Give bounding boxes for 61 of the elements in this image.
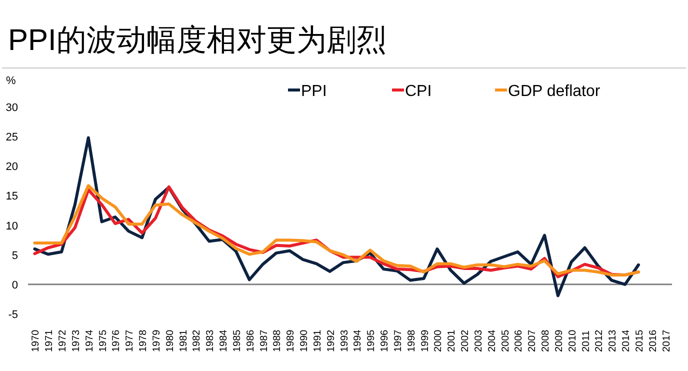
x-tick-label: 2004 <box>486 329 498 352</box>
x-tick-label: 2003 <box>473 329 484 352</box>
x-tick-label: 1978 <box>138 329 150 352</box>
x-tick-label: 2009 <box>554 329 565 352</box>
x-tick-label: 1990 <box>299 329 310 352</box>
x-tick-label: 2012 <box>594 329 606 352</box>
x-tick-label: 1987 <box>258 329 270 352</box>
y-tick-label: -5 <box>8 309 18 321</box>
x-tick-label: 2010 <box>567 329 578 352</box>
legend-label: PPI <box>301 83 327 100</box>
x-tick-label: 1996 <box>380 329 391 352</box>
x-tick-label: 1984 <box>218 329 230 352</box>
x-tick-label: 2002 <box>460 329 472 352</box>
y-axis-title: % <box>6 75 16 87</box>
x-tick-label: 2011 <box>580 330 592 352</box>
x-tick-label: 1972 <box>58 329 69 352</box>
x-tick-label: 1995 <box>366 329 378 352</box>
x-tick-label: 1992 <box>326 329 337 352</box>
x-tick-label: 1989 <box>286 329 297 352</box>
y-tick-label: 0 <box>12 279 18 292</box>
x-tick-label: 1982 <box>192 329 203 352</box>
x-tick-label: 1985 <box>232 329 243 352</box>
y-tick-label: 10 <box>6 220 18 232</box>
x-tick-label: 1973 <box>70 329 82 352</box>
x-tick-label: 1999 <box>420 329 431 352</box>
x-tick-label: 2007 <box>527 329 538 352</box>
x-tick-label: 1975 <box>98 329 109 352</box>
x-tick-label: 2016 <box>648 329 659 352</box>
y-tick-label: 5 <box>12 250 18 262</box>
y-tick-label: 25 <box>6 132 18 144</box>
x-tick-label: 1970 <box>30 329 42 352</box>
x-tick-label: 1983 <box>205 329 216 352</box>
x-tick-label: 1976 <box>111 329 122 352</box>
x-tick-label: 2000 <box>433 329 444 352</box>
x-tick-label: 2013 <box>608 329 619 352</box>
x-tick-label: 2005 <box>500 329 512 352</box>
x-tick-label: 1974 <box>84 329 96 352</box>
x-tick-label: 2017 <box>661 329 672 352</box>
y-tick-label: 20 <box>6 161 18 174</box>
x-tick-label: 1988 <box>272 329 284 352</box>
x-tick-label: 1981 <box>178 329 190 352</box>
x-tick-label: 1977 <box>124 329 136 352</box>
x-tick-label: 1997 <box>392 329 404 352</box>
x-tick-label: 2015 <box>634 329 646 352</box>
x-tick-label: 1993 <box>339 329 350 352</box>
y-tick-label: 15 <box>6 190 18 203</box>
x-tick-label: 1994 <box>352 329 364 352</box>
x-tick-label: 2008 <box>540 329 552 352</box>
x-tick-label: 1979 <box>151 329 162 352</box>
x-tick-label: 2001 <box>446 329 458 352</box>
x-tick-label: 1971 <box>44 329 56 352</box>
x-tick-label: 2014 <box>621 329 632 352</box>
x-tick-label: 2006 <box>514 329 525 352</box>
x-tick-label: 1980 <box>164 329 176 352</box>
legend-label: CPI <box>405 83 432 100</box>
x-tick-label: 1986 <box>245 329 256 352</box>
x-tick-label: 1998 <box>406 329 418 352</box>
x-tick-label: 1991 <box>312 329 324 352</box>
chart-title: PPI的波动幅度相对更为剧烈 <box>8 24 386 57</box>
legend-label: GDP deflator <box>508 83 601 100</box>
y-tick-label: 30 <box>6 102 18 114</box>
